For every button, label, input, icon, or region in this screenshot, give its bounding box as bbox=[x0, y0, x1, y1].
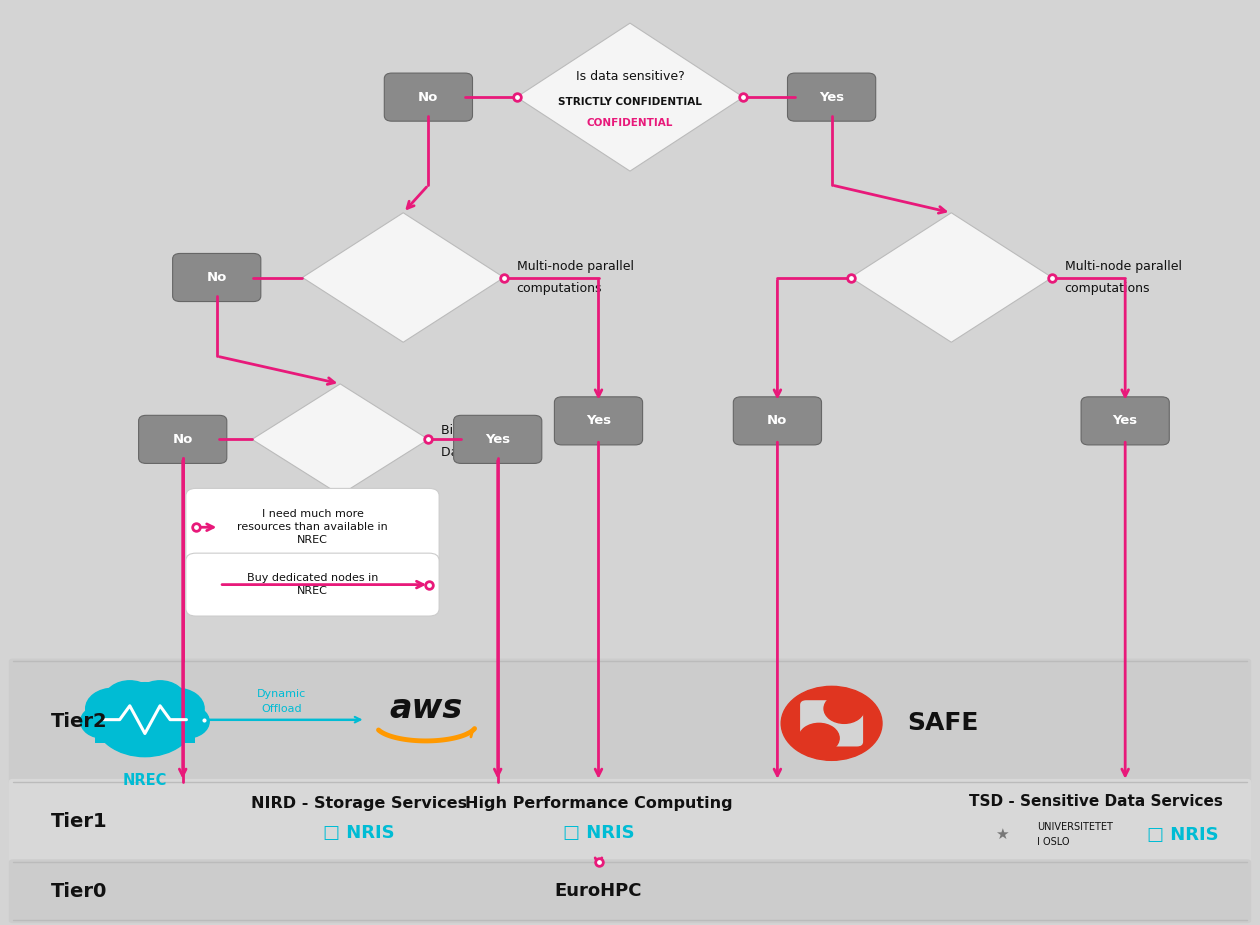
Text: aws: aws bbox=[389, 692, 462, 725]
Polygon shape bbox=[517, 23, 743, 171]
Circle shape bbox=[781, 686, 882, 760]
Text: Multi-node parallel: Multi-node parallel bbox=[1065, 260, 1182, 273]
Circle shape bbox=[105, 681, 155, 718]
Text: □ NRIS: □ NRIS bbox=[324, 824, 394, 842]
Text: High Performance Computing: High Performance Computing bbox=[465, 796, 732, 811]
Text: Multi-node parallel: Multi-node parallel bbox=[517, 260, 634, 273]
FancyBboxPatch shape bbox=[454, 415, 542, 463]
FancyBboxPatch shape bbox=[9, 779, 1251, 865]
Text: Offload: Offload bbox=[261, 704, 302, 714]
Text: EuroHPC: EuroHPC bbox=[554, 882, 643, 900]
Text: TSD - Sensitive Data Services: TSD - Sensitive Data Services bbox=[969, 794, 1223, 809]
FancyBboxPatch shape bbox=[139, 415, 227, 463]
FancyBboxPatch shape bbox=[788, 73, 876, 121]
Text: I need much more
resources than available in
NREC: I need much more resources than availabl… bbox=[237, 509, 388, 546]
Text: No: No bbox=[418, 91, 438, 104]
FancyBboxPatch shape bbox=[186, 553, 440, 616]
Text: I OSLO: I OSLO bbox=[1037, 837, 1070, 847]
Circle shape bbox=[824, 694, 864, 723]
Text: Tier0: Tier0 bbox=[50, 882, 107, 901]
Polygon shape bbox=[302, 213, 504, 342]
Text: No: No bbox=[767, 414, 788, 427]
FancyBboxPatch shape bbox=[384, 73, 472, 121]
Circle shape bbox=[135, 681, 185, 718]
Text: No: No bbox=[207, 271, 227, 284]
Text: STRICTLY CONFIDENTIAL: STRICTLY CONFIDENTIAL bbox=[558, 97, 702, 106]
Text: Tier1: Tier1 bbox=[50, 812, 107, 832]
Circle shape bbox=[164, 705, 209, 738]
Circle shape bbox=[81, 705, 126, 738]
Text: NIRD - Storage Services: NIRD - Storage Services bbox=[251, 796, 467, 811]
FancyBboxPatch shape bbox=[186, 488, 440, 566]
Text: computations: computations bbox=[1065, 282, 1150, 295]
Polygon shape bbox=[252, 384, 428, 495]
FancyBboxPatch shape bbox=[800, 700, 863, 746]
Text: Is data sensitive?: Is data sensitive? bbox=[576, 70, 684, 83]
FancyBboxPatch shape bbox=[9, 859, 1251, 923]
Text: □ NRIS: □ NRIS bbox=[563, 824, 634, 842]
Text: No: No bbox=[173, 433, 193, 446]
Polygon shape bbox=[850, 213, 1052, 342]
Text: UNIVERSITETET: UNIVERSITETET bbox=[1037, 822, 1113, 832]
FancyBboxPatch shape bbox=[9, 659, 1251, 784]
FancyBboxPatch shape bbox=[173, 253, 261, 302]
FancyBboxPatch shape bbox=[554, 397, 643, 445]
Bar bbox=[94, 717, 195, 743]
Text: computations: computations bbox=[517, 282, 602, 295]
Text: CONFIDENTIAL: CONFIDENTIAL bbox=[587, 118, 673, 128]
Text: NREC: NREC bbox=[122, 773, 168, 788]
Text: Yes: Yes bbox=[819, 91, 844, 104]
Text: SAFE: SAFE bbox=[907, 711, 979, 735]
Circle shape bbox=[799, 723, 839, 753]
Text: Buy dedicated nodes in
NREC: Buy dedicated nodes in NREC bbox=[247, 573, 378, 597]
Text: Tier2: Tier2 bbox=[50, 712, 107, 731]
Text: Big Data and: Big Data and bbox=[441, 424, 523, 437]
Text: Dynamic: Dynamic bbox=[257, 689, 306, 699]
Text: ★: ★ bbox=[995, 827, 1008, 843]
Text: Yes: Yes bbox=[1113, 414, 1138, 427]
FancyBboxPatch shape bbox=[1081, 397, 1169, 445]
FancyBboxPatch shape bbox=[733, 397, 822, 445]
Circle shape bbox=[149, 688, 204, 729]
Circle shape bbox=[94, 683, 195, 757]
Text: Data Analysis: Data Analysis bbox=[441, 446, 527, 459]
Text: Yes: Yes bbox=[485, 433, 510, 446]
Text: □ NRIS: □ NRIS bbox=[1147, 826, 1218, 844]
Circle shape bbox=[86, 688, 141, 729]
Text: Yes: Yes bbox=[586, 414, 611, 427]
